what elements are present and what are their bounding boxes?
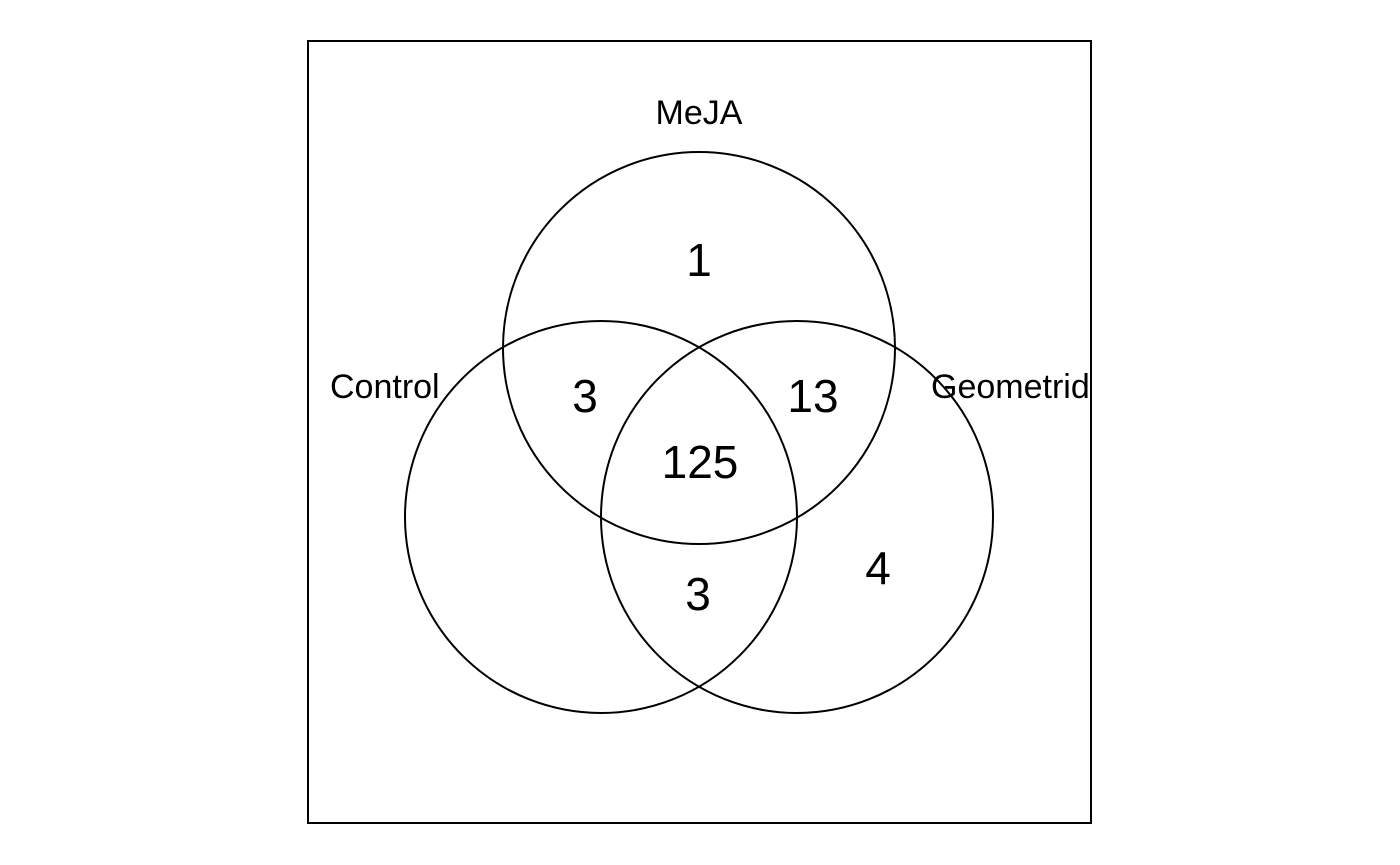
count-meja-only: 1 xyxy=(686,234,712,286)
control-circle xyxy=(404,320,798,714)
count-control-meja: 3 xyxy=(572,370,598,422)
plot-frame xyxy=(307,40,1092,824)
set-label-geometrid: Geometrid xyxy=(931,368,1090,406)
count-control-geometrid: 3 xyxy=(685,568,711,620)
set-label-control: Control xyxy=(330,368,440,406)
count-all-three: 125 xyxy=(662,436,739,488)
geometrid-circle xyxy=(600,320,994,714)
count-geometrid-only: 4 xyxy=(865,542,891,594)
count-meja-geometrid: 13 xyxy=(787,370,838,422)
set-label-meja: MeJA xyxy=(656,94,743,132)
